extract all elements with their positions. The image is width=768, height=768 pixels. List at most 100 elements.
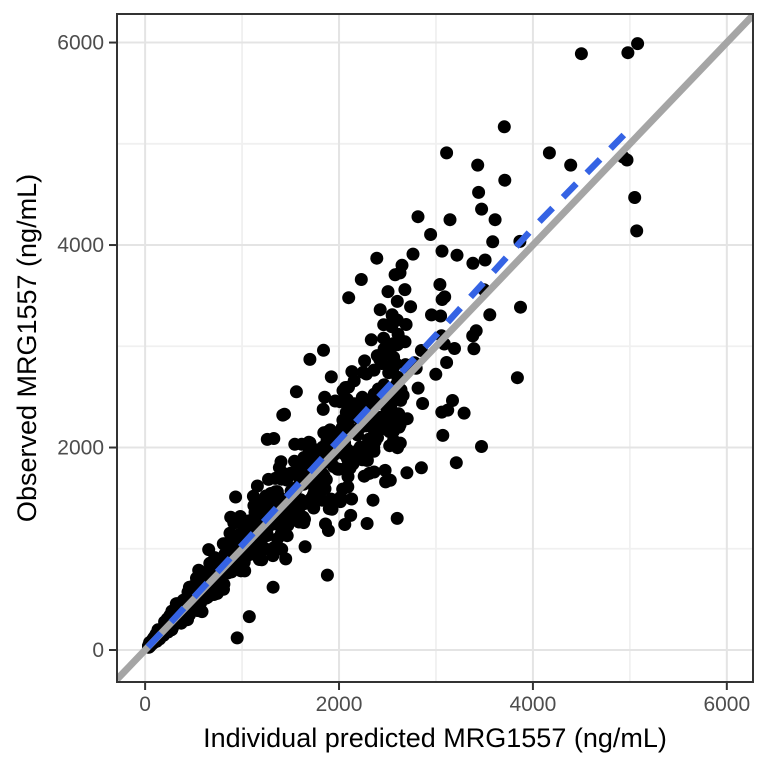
- data-point-outlier: [435, 405, 449, 419]
- data-point-outlier: [230, 631, 244, 645]
- data-point: [375, 357, 389, 370]
- data-point: [486, 235, 500, 249]
- data-point-outlier: [449, 456, 463, 470]
- x-tick-label: 6000: [703, 693, 750, 716]
- data-point: [284, 466, 298, 480]
- panel-border: [116, 13, 754, 683]
- data-point-outlier: [435, 244, 449, 258]
- data-point: [220, 542, 234, 556]
- data-point-outlier: [279, 552, 293, 566]
- data-point: [357, 447, 371, 461]
- data-point: [274, 527, 288, 541]
- data-point: [497, 120, 511, 134]
- data-point-outlier: [457, 406, 471, 420]
- y-tick-label: 4000: [57, 234, 104, 257]
- data-point-outlier: [498, 173, 512, 187]
- data-point: [324, 370, 338, 384]
- data-point: [364, 333, 378, 347]
- y-axis-title: Observed MRG1557 (ng/mL): [12, 174, 42, 522]
- data-point-outlier: [317, 343, 330, 357]
- data-point: [448, 342, 461, 355]
- data-point-outlier: [406, 247, 420, 261]
- data-point: [343, 407, 357, 420]
- data-point: [345, 365, 359, 379]
- data-point-outlier: [450, 248, 464, 262]
- data-point-outlier: [542, 146, 556, 160]
- data-point: [318, 390, 332, 404]
- data-point: [249, 514, 262, 528]
- data-point: [383, 439, 397, 453]
- y-tick-label: 2000: [57, 437, 104, 460]
- data-point-outlier: [400, 466, 414, 480]
- data-point-outlier: [398, 283, 412, 297]
- data-point-outlier: [379, 475, 393, 489]
- data-point: [446, 394, 459, 407]
- data-point-outlier: [472, 185, 486, 199]
- data-point-outlier: [488, 213, 502, 227]
- data-point: [323, 423, 337, 437]
- data-point: [272, 461, 286, 475]
- data-point-outlier: [381, 285, 395, 299]
- data-point-outlier: [631, 37, 645, 51]
- data-point: [390, 294, 404, 308]
- data-point-outlier: [390, 511, 404, 525]
- data-point: [358, 354, 372, 368]
- data-point-outlier: [366, 493, 380, 507]
- data-point: [373, 303, 387, 317]
- data-point-outlier: [433, 278, 447, 291]
- data-point: [289, 498, 303, 512]
- data-point-outlier: [471, 158, 485, 172]
- gridlines: [117, 14, 753, 682]
- data-point: [416, 397, 430, 410]
- data-point-outlier: [338, 518, 352, 531]
- data-point: [316, 402, 330, 416]
- data-point: [345, 492, 359, 506]
- data-point: [237, 520, 251, 534]
- data-point-outlier: [260, 432, 274, 446]
- data-point: [268, 471, 282, 485]
- x-tick-label: 4000: [510, 693, 557, 716]
- data-point: [478, 253, 492, 267]
- data-point-outlier: [298, 540, 312, 554]
- data-point: [438, 290, 452, 304]
- data-point-outlier: [393, 266, 407, 280]
- y-tick-label: 6000: [57, 32, 104, 55]
- data-point: [514, 300, 527, 314]
- data-point-outlier: [377, 331, 391, 345]
- data-point-outlier: [564, 158, 578, 172]
- data-point: [343, 461, 357, 475]
- data-point: [391, 338, 404, 352]
- x-tick-label: 2000: [316, 693, 363, 716]
- data-point-outlier: [266, 580, 280, 594]
- data-point-outlier: [360, 517, 374, 530]
- data-point: [368, 435, 382, 449]
- data-point: [306, 442, 320, 456]
- data-point: [341, 480, 355, 494]
- data-point: [467, 342, 481, 356]
- data-point: [296, 510, 310, 524]
- data-point-outlier: [385, 309, 399, 323]
- data-point-outlier: [510, 371, 524, 385]
- data-point: [411, 381, 425, 395]
- data-point: [367, 465, 381, 479]
- data-point: [191, 603, 205, 617]
- data-point-outlier: [440, 146, 454, 160]
- data-point: [483, 308, 497, 322]
- data-point: [246, 489, 260, 503]
- data-point: [328, 394, 342, 408]
- data-point-outlier: [321, 524, 335, 537]
- data-point-outlier: [303, 352, 317, 366]
- data-point-outlier: [621, 46, 635, 60]
- data-point-outlier: [276, 408, 290, 422]
- data-point-outlier: [574, 47, 588, 61]
- data-point: [342, 397, 356, 411]
- data-point: [466, 329, 480, 343]
- smooth-trend-line: [145, 130, 629, 650]
- data-point-outlier: [320, 568, 334, 582]
- data-point-outlier: [436, 428, 450, 442]
- data-point: [475, 202, 489, 216]
- data-point: [309, 486, 323, 500]
- data-point-outlier: [342, 291, 356, 305]
